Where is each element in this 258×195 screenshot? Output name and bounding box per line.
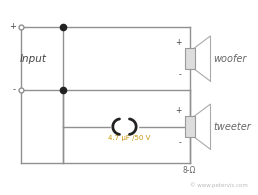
Text: © www.petervis.com: © www.petervis.com: [190, 183, 248, 188]
Text: -: -: [13, 85, 15, 94]
Text: -: -: [179, 70, 182, 79]
Text: tweeter: tweeter: [213, 122, 251, 132]
Text: woofer: woofer: [213, 54, 246, 64]
Text: +: +: [175, 106, 182, 115]
Bar: [185, 48, 195, 69]
Text: Input: Input: [19, 54, 46, 64]
Text: 4.7 μF /50 V: 4.7 μF /50 V: [108, 136, 150, 141]
Text: +: +: [9, 21, 15, 30]
Bar: [111, 125, 138, 128]
Bar: [185, 116, 195, 137]
Text: 8-Ω: 8-Ω: [183, 166, 196, 175]
Text: +: +: [175, 38, 182, 47]
Text: -: -: [179, 138, 182, 147]
